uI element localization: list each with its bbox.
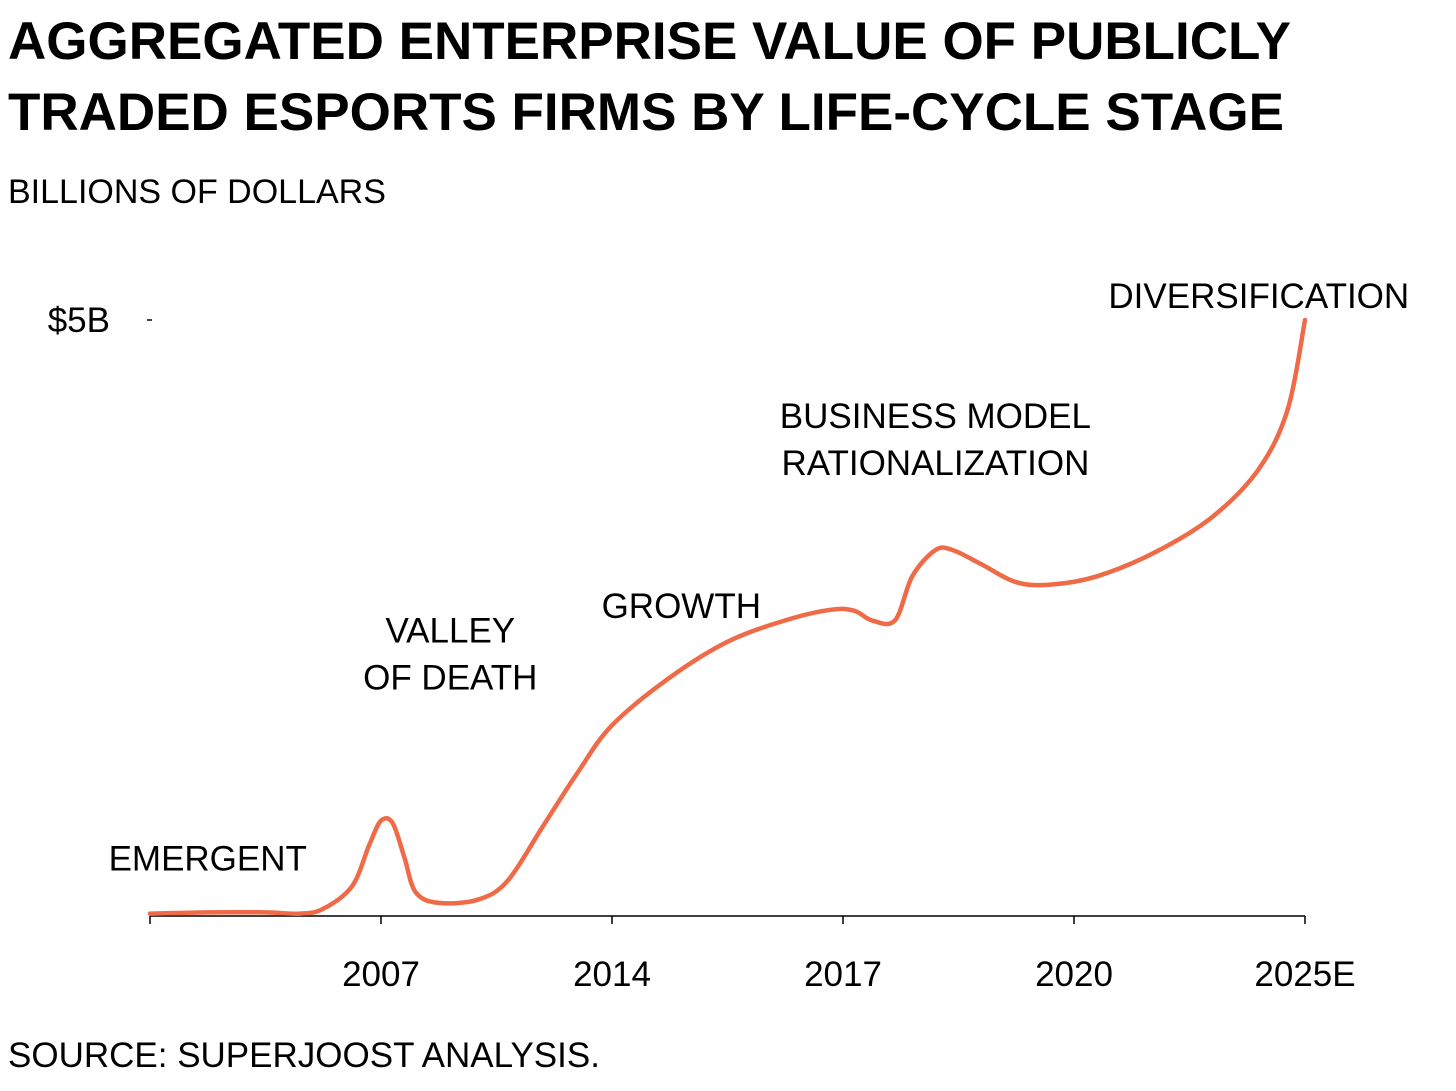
x-tick-label: 2007	[342, 955, 420, 994]
chart-title-line-1: AGGREGATED ENTERPRISE VALUE OF PUBLICLY	[8, 12, 1291, 71]
x-tick-label: 2017	[804, 955, 882, 994]
y-tick-label: $5B	[48, 301, 110, 340]
x-tick-label: 2025E	[1254, 955, 1355, 994]
x-tick-label: 2020	[1035, 955, 1113, 994]
stage-annotation: BUSINESS MODEL	[780, 397, 1091, 436]
stage-annotation: OF DEATH	[363, 659, 537, 698]
chart-title-line-2: TRADED ESPORTS FIRMS BY LIFE-CYCLE STAGE	[8, 83, 1285, 142]
stage-annotation: EMERGENT	[109, 840, 307, 879]
stage-annotation: VALLEY	[385, 612, 515, 651]
chart-title: AGGREGATED ENTERPRISE VALUE OF PUBLICLY …	[8, 14, 1438, 141]
series-line	[147, 317, 1308, 916]
chart-series	[147, 317, 1308, 916]
chart-axes: 2007 2014 2017 2020 2025E $5B	[48, 301, 1356, 994]
stage-annotation: RATIONALIZATION	[781, 444, 1089, 483]
stage-annotation: DIVERSIFICATION	[1108, 277, 1409, 316]
chart-annotations: EMERGENT VALLEY OF DEATH GROWTH BUSINESS MOD…	[109, 277, 1410, 879]
source-note: SOURCE: SUPERJOOST ANALYSIS.	[8, 1036, 600, 1075]
stage-annotation: GROWTH	[602, 587, 761, 626]
x-tick-label: 2014	[573, 955, 651, 994]
chart-subtitle: BILLIONS OF DOLLARS	[8, 173, 386, 211]
